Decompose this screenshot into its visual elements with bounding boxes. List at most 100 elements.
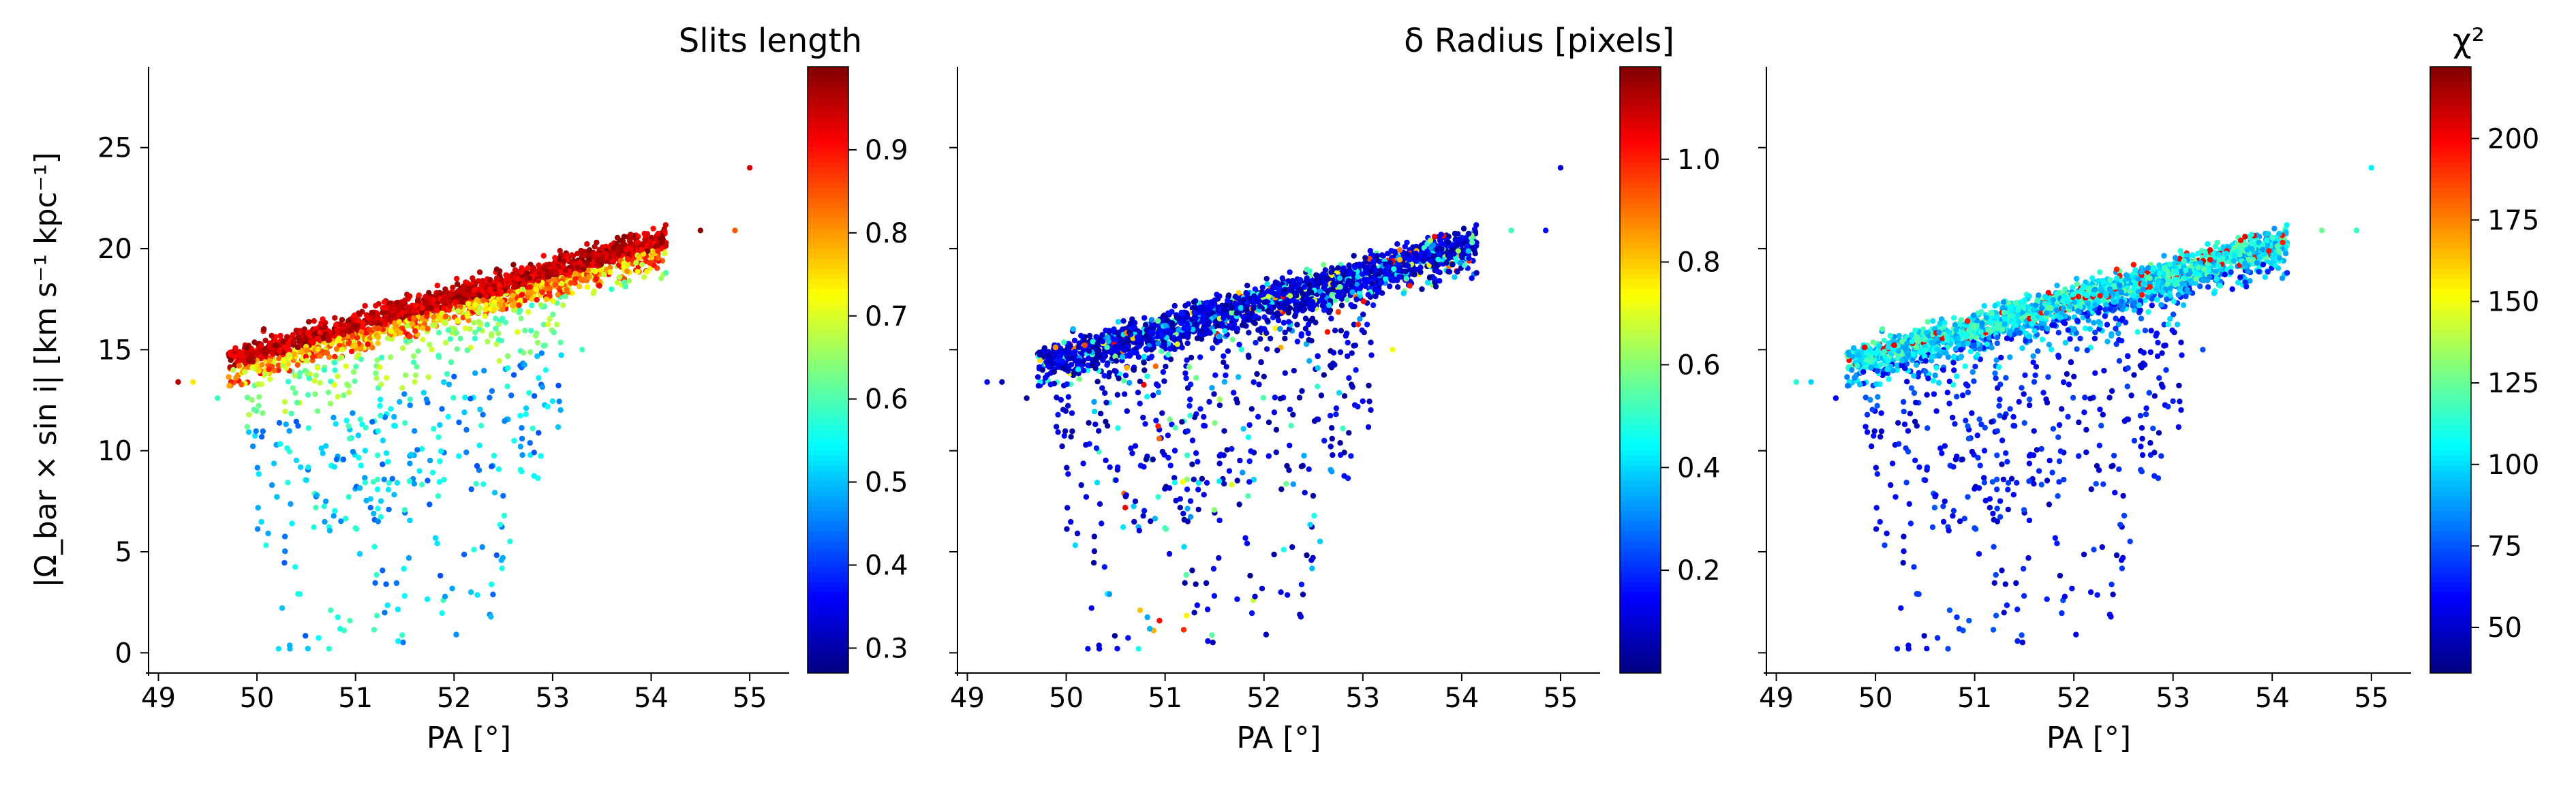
scatter-point	[280, 339, 287, 345]
scatter-point	[542, 367, 549, 373]
scatter-point	[402, 420, 408, 426]
scatter-point	[497, 522, 504, 528]
scatter-point	[375, 518, 381, 525]
scatter-point	[260, 410, 266, 416]
scatter-point	[437, 315, 443, 321]
colorbar-segment	[808, 379, 848, 386]
scatter-point	[557, 268, 564, 275]
scatter-point	[412, 428, 418, 434]
scatter-point	[314, 408, 321, 414]
scatter-point	[273, 342, 279, 348]
scatter-point	[313, 492, 320, 498]
scatter-point	[269, 332, 275, 339]
scatter-point	[485, 339, 491, 345]
y-axis-label: |Ω_bar × sin i| [km s⁻¹ kpc⁻¹]	[29, 152, 63, 587]
scatter-point	[1223, 372, 1229, 379]
scatter-point	[305, 319, 312, 325]
scatter-point	[383, 450, 390, 456]
scatter-point	[662, 222, 669, 228]
scatter-point	[564, 287, 570, 293]
scatter-point	[435, 352, 442, 358]
scatter-point	[382, 414, 388, 420]
scatter-point	[416, 292, 422, 298]
scatter-point	[526, 390, 532, 396]
scatter-point	[1071, 337, 1078, 343]
scatter-point	[1275, 317, 1282, 324]
scatter-point	[559, 281, 565, 287]
scatter-point	[254, 465, 260, 471]
scatter-point	[425, 478, 431, 484]
x-tick-label: 51	[338, 683, 373, 714]
scatter-point	[519, 435, 525, 442]
scatter-point	[305, 646, 311, 652]
scatter-point	[1277, 396, 1284, 402]
scatter-point	[1273, 426, 1280, 433]
scatter-point	[325, 390, 332, 396]
scatter-point	[297, 370, 303, 376]
scatter-point	[1338, 302, 1345, 309]
scatter-point	[1197, 406, 1203, 412]
scatter-point	[521, 349, 527, 356]
y-tick-label: 0	[115, 638, 132, 669]
scatter-point	[470, 275, 476, 281]
scatter-point	[1211, 593, 1218, 599]
scatter-point	[1209, 385, 1215, 391]
scatter-point	[1385, 251, 1391, 257]
scatter-point	[1137, 401, 1143, 407]
scatter-point	[536, 375, 542, 381]
scatter-point	[586, 247, 593, 253]
scatter-point	[275, 362, 281, 369]
scatter-point	[551, 329, 557, 336]
scatter-point	[403, 338, 410, 344]
scatter-point	[1317, 538, 1323, 544]
scatter-point	[1167, 346, 1174, 352]
scatter-point	[1360, 298, 1367, 304]
scatter-point	[372, 580, 378, 586]
scatter-point	[346, 340, 352, 347]
scatter-point	[1292, 313, 1298, 319]
scatter-point	[1199, 475, 1206, 482]
colorbar-segment	[808, 642, 848, 648]
scatter-point	[374, 486, 381, 493]
scatter-point	[407, 517, 413, 524]
scatter-point	[662, 251, 668, 257]
colorbar-segment	[808, 561, 848, 567]
colorbar-segment	[808, 324, 848, 330]
scatter-point	[1246, 422, 1253, 428]
scatter-point	[375, 334, 381, 341]
scatter-point	[552, 281, 558, 288]
scatter-point	[1135, 646, 1141, 652]
scatter-point	[391, 492, 397, 498]
scatter-point	[346, 435, 353, 442]
scatter-point	[346, 389, 352, 396]
scatter-point	[1365, 424, 1372, 431]
scatter-point	[1159, 410, 1165, 416]
scatter-point	[1344, 353, 1351, 360]
scatter-point	[1069, 410, 1075, 416]
scatter-point	[245, 429, 252, 435]
scatter-point	[1311, 418, 1318, 424]
colorbar-segment	[808, 360, 848, 366]
scatter-point	[1242, 535, 1248, 541]
scatter-point	[1272, 325, 1278, 332]
scatter-point	[436, 479, 442, 485]
scatter-point	[1206, 398, 1212, 405]
scatter-point	[510, 262, 517, 268]
scatter-point	[540, 343, 547, 349]
scatter-point	[327, 401, 333, 407]
scatter-point	[1209, 632, 1215, 638]
scatter-point	[1450, 262, 1456, 268]
scatter-point	[450, 284, 456, 291]
scatter-point	[1424, 279, 1431, 285]
scatter-point	[1279, 275, 1286, 281]
scatter-point	[1155, 340, 1161, 347]
scatter-point	[1171, 448, 1178, 454]
scatter-point	[1419, 286, 1425, 292]
scatter-point	[369, 345, 375, 351]
colorbar-segment	[808, 415, 848, 421]
scatter-point	[1128, 445, 1134, 452]
scatter-point	[1459, 255, 1465, 261]
scatter-point	[1090, 560, 1097, 566]
scatter-point	[463, 426, 470, 433]
